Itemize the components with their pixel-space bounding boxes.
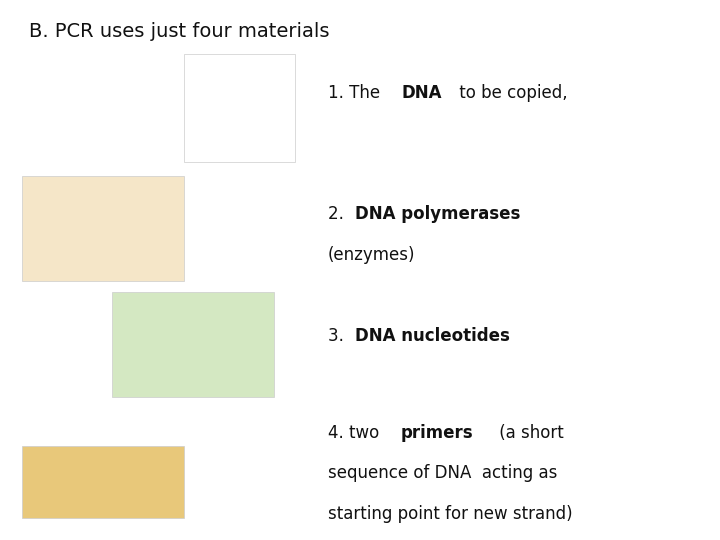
Text: 3.: 3. bbox=[328, 327, 348, 345]
Text: (a short: (a short bbox=[494, 424, 564, 442]
Text: (enzymes): (enzymes) bbox=[328, 246, 415, 264]
Text: DNA: DNA bbox=[402, 84, 442, 102]
FancyBboxPatch shape bbox=[22, 446, 184, 518]
Text: DNA nucleotides: DNA nucleotides bbox=[355, 327, 510, 345]
FancyBboxPatch shape bbox=[22, 176, 184, 281]
Text: to be copied,: to be copied, bbox=[454, 84, 567, 102]
Text: sequence of DNA  acting as: sequence of DNA acting as bbox=[328, 464, 557, 482]
Text: 4. two: 4. two bbox=[328, 424, 384, 442]
Text: B. PCR uses just four materials: B. PCR uses just four materials bbox=[29, 22, 329, 40]
FancyBboxPatch shape bbox=[184, 54, 295, 162]
Text: 1. The: 1. The bbox=[328, 84, 385, 102]
FancyBboxPatch shape bbox=[112, 292, 274, 397]
Text: DNA polymerases: DNA polymerases bbox=[355, 205, 521, 223]
Text: starting point for new strand): starting point for new strand) bbox=[328, 505, 572, 523]
Text: 2.: 2. bbox=[328, 205, 348, 223]
Text: primers: primers bbox=[400, 424, 473, 442]
